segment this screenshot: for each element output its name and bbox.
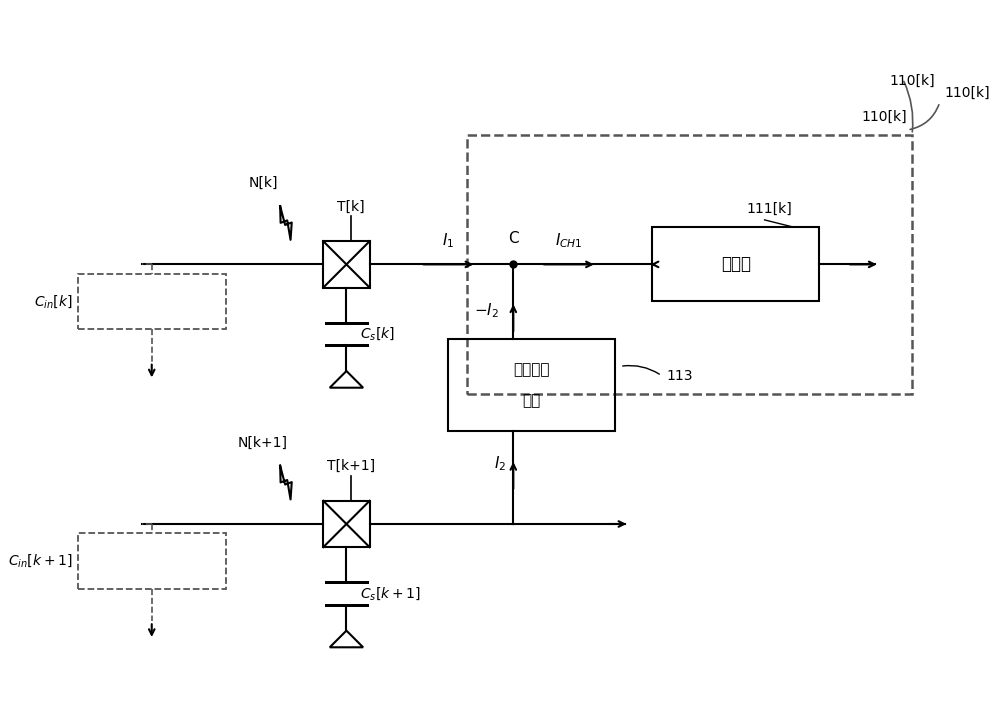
Bar — [652, 227, 819, 301]
Bar — [78, 274, 226, 329]
Text: N[k]: N[k] — [248, 176, 278, 190]
Text: 113: 113 — [666, 369, 693, 383]
Text: 电路: 电路 — [523, 393, 541, 408]
Text: $C_s[k]$: $C_s[k]$ — [360, 326, 395, 342]
Text: $-I_2$: $-I_2$ — [474, 301, 499, 320]
Text: T[k]: T[k] — [337, 199, 365, 214]
Text: T[k+1]: T[k+1] — [327, 459, 375, 473]
Text: 110[k]: 110[k] — [944, 85, 990, 100]
Bar — [78, 533, 226, 589]
Text: 111[k]: 111[k] — [746, 202, 792, 217]
Text: N[k+1]: N[k+1] — [238, 436, 288, 450]
Bar — [448, 338, 615, 432]
Text: 积分器: 积分器 — [721, 255, 751, 273]
Bar — [323, 241, 370, 288]
FancyArrowPatch shape — [904, 82, 913, 132]
Text: $I_{CH1}$: $I_{CH1}$ — [555, 232, 583, 250]
Text: $I_2$: $I_2$ — [494, 455, 506, 473]
Text: 噪声参考: 噪声参考 — [514, 362, 550, 377]
Bar — [467, 135, 912, 394]
Text: 110[k]: 110[k] — [862, 110, 907, 123]
Text: $C_s[k+1]$: $C_s[k+1]$ — [360, 585, 421, 602]
Text: $C_{in}[k]$: $C_{in}[k]$ — [34, 293, 73, 310]
Text: $C_{in}[k+1]$: $C_{in}[k+1]$ — [8, 553, 73, 569]
Bar — [323, 500, 370, 547]
Text: 110[k]: 110[k] — [890, 75, 935, 88]
Text: C: C — [508, 231, 519, 246]
Text: $I_1$: $I_1$ — [442, 232, 455, 250]
